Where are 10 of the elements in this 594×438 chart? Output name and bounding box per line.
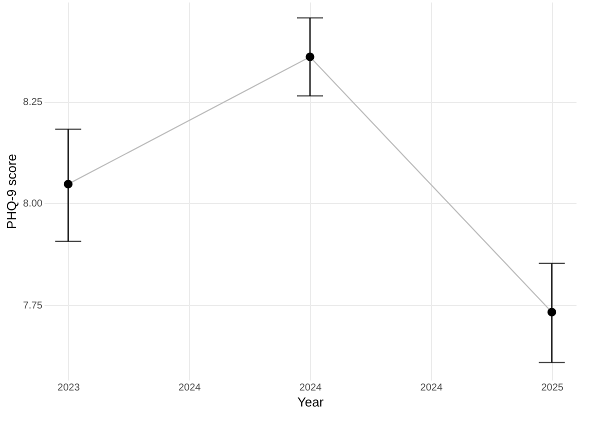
- x-tick-label: 2023: [58, 382, 80, 394]
- x-tick-label: 2025: [541, 382, 564, 394]
- x-axis-title: Year: [297, 394, 324, 410]
- y-tick-label: 7.75: [23, 300, 43, 312]
- x-tick-label: 2024: [420, 382, 443, 394]
- y-axis-title: PHQ-9 score: [4, 154, 20, 230]
- y-tick-label: 8.00: [23, 198, 43, 210]
- y-tick-label: 8.25: [23, 97, 43, 108]
- x-tick-label: 2024: [299, 382, 322, 394]
- x-tick-label: 2024: [178, 382, 202, 394]
